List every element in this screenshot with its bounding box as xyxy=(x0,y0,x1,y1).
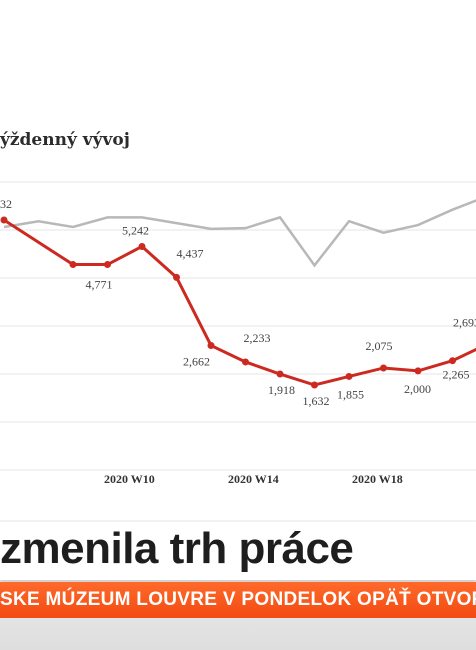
headline-bar: zmenila trh práce xyxy=(0,522,476,580)
x-tick-label: 2020 W14 xyxy=(228,472,279,486)
x-tick-label: 2020 W18 xyxy=(352,472,403,486)
data-label: 2,693 xyxy=(453,315,476,329)
data-label: 1,855 xyxy=(337,387,364,401)
red-series-point xyxy=(69,261,77,269)
red-series-point xyxy=(345,372,353,380)
red-series-point xyxy=(311,381,318,389)
chart-title: ýždenný vývoj xyxy=(0,130,130,150)
headline-text: zmenila trh práce xyxy=(0,524,354,573)
red-series-point xyxy=(242,358,249,366)
red-series-point xyxy=(104,261,111,269)
data-label: 2,662 xyxy=(183,354,210,368)
data-label: 32 xyxy=(0,197,12,211)
x-tick-label: 2020 W10 xyxy=(104,472,155,486)
red-series-point xyxy=(414,367,422,375)
red-series-point xyxy=(276,370,284,378)
data-label: 4,771 xyxy=(86,278,113,292)
data-label: 2,075 xyxy=(366,339,393,353)
data-label: 2,265 xyxy=(443,368,470,382)
red-series-point xyxy=(207,341,215,349)
line-chart: 32 4,771 5,242 4,437 2,662 2,233 1,918 1,632 1,8… xyxy=(0,181,476,486)
news-ticker: SKE MÚZEUM LOUVRE V PONDELOK OPÄŤ OTVORI… xyxy=(0,582,476,618)
data-label: 2,000 xyxy=(404,382,431,396)
red-series-line xyxy=(3,218,476,387)
data-label: 1,632 xyxy=(303,394,330,408)
data-label: 5,242 xyxy=(122,223,149,237)
data-label: 4,437 xyxy=(177,246,204,260)
gray-series-line xyxy=(3,199,476,268)
red-series-point xyxy=(449,357,456,365)
data-label: 1,918 xyxy=(268,383,295,397)
red-series-point xyxy=(138,242,146,250)
chart-area: ýždenný vývoj 32 4,771 5,242 4,437 2,662 2,23… xyxy=(0,130,476,486)
red-series-point xyxy=(173,273,180,281)
ticker-text: SKE MÚZEUM LOUVRE V PONDELOK OPÄŤ OTVORI… xyxy=(0,589,476,610)
data-label: 2,233 xyxy=(244,331,271,345)
red-series-point xyxy=(380,364,387,372)
red-series-point xyxy=(0,216,8,224)
